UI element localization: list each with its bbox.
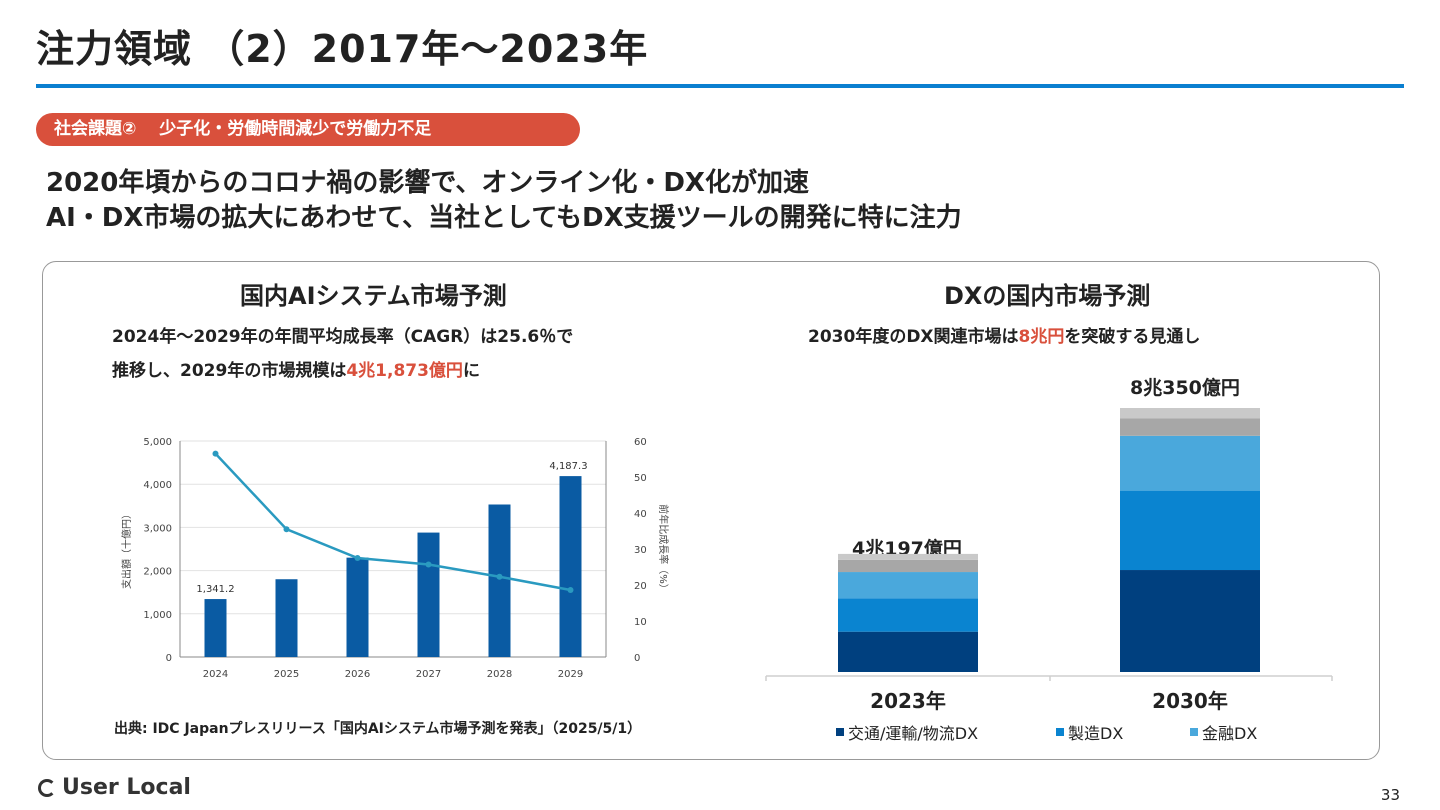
legend-item-transport: 交通/運輸/物流DX [836,720,978,744]
legend-item-finance: 金融DX [1190,720,1257,744]
dx-desc-suffix: を突破する見通し [1064,327,1201,347]
growth-point [496,573,503,580]
growth-point [283,526,290,533]
growth-point [425,561,432,568]
y-tick-label: 4,000 [143,480,172,491]
x-tick-label: 2024 [203,669,228,680]
bar [417,532,440,657]
stacked-segment [1120,490,1260,571]
ai-market-chart: 0 1,000 2,000 3,000 4,000 5,000 0 10 20 30 40 50 60 2… [120,437,670,680]
legend-label-finance: 金融DX [1202,724,1258,743]
growth-point [354,555,361,561]
dx-market-chart: 2023年 2030年 [765,408,1333,713]
y2-tick-label: 40 [634,509,647,520]
title-rule [36,84,1404,88]
data-label: 1,341.2 [196,584,234,595]
ai-market-desc-2: 推移し、2029年の市場規模は4兆1,873億円に [112,356,480,381]
bar [275,579,298,657]
ai-desc-suffix: に [462,361,480,381]
bar [204,599,227,657]
stacked-segment [838,553,978,560]
y-tick-label: 1,000 [143,610,172,621]
growth-point [212,450,219,457]
y-tick-label: 3,000 [143,523,172,534]
data-label: 4,187.3 [549,461,587,472]
page-number: 33 [1380,786,1400,804]
dx-market-title: DXの国内市場予測 [944,282,1151,310]
y2-tick-label: 50 [634,473,647,484]
bar [488,504,511,657]
growth-line [214,452,571,592]
y-tick-label: 0 [166,653,172,664]
y2-axis-label: 前年比成長率（%） [657,504,670,594]
legend-swatch [1190,728,1198,736]
stacked-segment [838,559,978,573]
bar [346,557,369,657]
charts-panel [42,261,1380,760]
y2-tick-label: 30 [634,545,647,556]
stacked-segment [838,631,978,672]
ai-market-desc-1: 2024年〜2029年の年間平均成長率（CAGR）は25.6％で [112,327,574,347]
stacked-segment [838,572,978,599]
y-tick-label: 2,000 [143,567,172,578]
bar [559,476,582,657]
x-tick-label: 2028 [487,669,512,680]
legend-label-manufacturing: 製造DX [1068,724,1124,743]
lead-line-2: AI・DX市場の拡大にあわせて、当社としてもDX支援ツールの開発に特に注力 [46,203,962,233]
dx-total-2030: 8兆350億円 [1130,377,1240,399]
source-note: 出典: IDC Japanプレスリリース「国内AIシステム市場予測を発表」（20… [114,721,642,737]
logo-icon [38,778,56,797]
ai-market-title: 国内AIシステム市場予測 [240,282,507,310]
stacked-segment [1120,418,1260,436]
ai-desc-text: 推移し、2029年の市場規模は [112,361,347,381]
y-tick-label: 5,000 [143,437,172,448]
y-axis-label: 支出額（十億円） [120,509,133,589]
slide-title: 注力領域 （2）2017年〜2023年 [36,27,649,71]
stacked-segment [1120,435,1260,491]
x-tick-label: 2025 [274,669,299,680]
topic-tag: 社会課題② 少子化・労働時間減少で労働力不足 [36,113,580,146]
legend-item-manufacturing: 製造DX [1056,720,1123,744]
y2-tick-label: 20 [634,581,647,592]
y2-tick-label: 60 [634,437,647,448]
legend-label-transport: 交通/運輸/物流DX [848,724,979,743]
dx-desc-text: 2030年度のDX関連市場は [808,327,1019,347]
dx-market-desc: 2030年度のDX関連市場は8兆円を突破する見通し [808,322,1200,347]
legend-swatch [836,728,844,736]
growth-point [567,587,574,594]
y2-tick-label: 10 [634,617,647,628]
y2-tick-label: 0 [634,653,640,664]
logo-text: User Local [62,775,191,800]
stacked-segment [1120,570,1260,672]
dx-desc-highlight: 8兆円 [1018,327,1065,347]
x-tick-label: 2029 [558,669,583,680]
category-label: 2030年 [1152,689,1228,713]
legend-swatch [1056,728,1064,736]
x-tick-label: 2027 [416,669,441,680]
stacked-segment [1120,408,1260,419]
stacked-segment [838,598,978,632]
x-tick-label: 2026 [345,669,370,680]
lead-line-1: 2020年頃からのコロナ禍の影響で、オンライン化・DX化が加速 [46,168,809,198]
company-logo: User Local [38,775,191,800]
category-label: 2023年 [870,689,946,713]
ai-desc-highlight: 4兆1,873億円 [346,361,463,381]
